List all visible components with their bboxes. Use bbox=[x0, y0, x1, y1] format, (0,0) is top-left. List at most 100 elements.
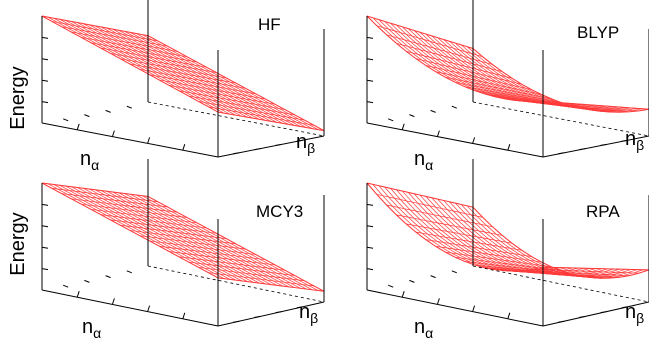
surface-grid-line bbox=[402, 190, 579, 274]
energy-tick bbox=[41, 268, 49, 271]
floor-tick bbox=[105, 109, 111, 113]
surface-grid-line bbox=[533, 101, 640, 112]
n-alpha-tick bbox=[76, 123, 80, 130]
surface-outline bbox=[366, 182, 649, 279]
n-beta-tick bbox=[254, 148, 261, 151]
energy-tick bbox=[41, 225, 49, 228]
surface-grid-line bbox=[118, 29, 295, 126]
surface-grid-line bbox=[466, 205, 644, 279]
n-beta-label: nβ bbox=[296, 131, 315, 156]
n-beta-tick bbox=[296, 139, 303, 142]
surface-grid-line bbox=[413, 193, 591, 275]
surface-grid-line bbox=[372, 17, 549, 103]
n-beta-tick bbox=[254, 315, 261, 318]
surface-grid-line bbox=[523, 270, 630, 276]
floor-tick bbox=[451, 270, 457, 274]
floor-tick bbox=[63, 118, 69, 122]
panel-title: HF bbox=[258, 15, 281, 34]
floor-tick bbox=[105, 275, 111, 279]
n-beta-tick bbox=[275, 311, 282, 314]
n-alpha-label: nα bbox=[414, 316, 433, 341]
panel-title: BLYP bbox=[577, 23, 619, 42]
energy-tick bbox=[41, 36, 49, 39]
floor-tick bbox=[84, 279, 90, 283]
n-alpha-tick bbox=[111, 130, 115, 137]
energy-surface bbox=[41, 15, 325, 132]
surface-grid-line bbox=[94, 25, 272, 122]
surface-grid-line bbox=[136, 33, 313, 129]
floor-tick bbox=[63, 284, 69, 288]
n-beta-tick bbox=[579, 315, 586, 318]
energy-tick bbox=[366, 101, 374, 104]
floor-tick bbox=[126, 105, 132, 109]
n-beta-label: nβ bbox=[625, 128, 644, 153]
panel-mcy3: Energy MCY3 nα nβ bbox=[7, 159, 325, 341]
axis-ticks bbox=[366, 203, 628, 323]
surface-grid-line bbox=[94, 189, 272, 285]
floor-tick bbox=[409, 279, 415, 283]
n-alpha-tick bbox=[401, 291, 405, 298]
surface-grid-line bbox=[106, 27, 283, 124]
energy-tick bbox=[366, 36, 374, 39]
axes-box bbox=[41, 0, 325, 158]
energy-tick bbox=[366, 246, 374, 249]
n-alpha-tick bbox=[111, 298, 115, 305]
energy-tick bbox=[366, 225, 374, 228]
energy-surface bbox=[41, 182, 325, 292]
energy-tick bbox=[366, 268, 374, 271]
n-alpha-label: nα bbox=[80, 148, 99, 173]
surface-grid-line bbox=[208, 272, 315, 287]
n-beta-tick bbox=[296, 306, 303, 309]
n-beta-tick bbox=[621, 306, 628, 309]
n-beta-tick bbox=[233, 152, 240, 155]
n-alpha-label: nα bbox=[414, 148, 433, 173]
energy-tick bbox=[366, 58, 374, 61]
surface-grid-line bbox=[460, 204, 638, 278]
energy-surface bbox=[366, 182, 649, 279]
axes-box bbox=[41, 159, 325, 327]
n-alpha-axis-line bbox=[366, 122, 544, 158]
floor-tick bbox=[388, 118, 394, 122]
hidden-back-edge bbox=[472, 265, 649, 303]
n-alpha-axis-line bbox=[41, 122, 219, 158]
n-alpha-tick bbox=[147, 305, 151, 312]
n-alpha-tick bbox=[182, 144, 186, 151]
energy-tick bbox=[41, 246, 49, 249]
floor-tick bbox=[126, 270, 132, 274]
n-beta-tick bbox=[233, 320, 240, 323]
n-alpha-tick bbox=[472, 137, 476, 144]
floor-tick bbox=[451, 105, 457, 109]
panel-blyp: BLYP nα nβ bbox=[366, 0, 649, 173]
energy-tick bbox=[41, 203, 49, 206]
n-beta-label: nβ bbox=[299, 301, 318, 326]
surface-grid-line bbox=[112, 28, 289, 125]
surface-grid-line bbox=[208, 106, 315, 126]
surface-grid-line bbox=[136, 194, 313, 291]
axis-ticks bbox=[41, 36, 303, 155]
energy-tick bbox=[41, 101, 49, 104]
n-beta-label: nβ bbox=[625, 301, 644, 326]
n-alpha-tick bbox=[436, 130, 440, 137]
n-beta-tick bbox=[558, 152, 565, 155]
n-alpha-tick bbox=[507, 144, 511, 151]
axis-ticks bbox=[41, 203, 303, 323]
surface-grid-line bbox=[378, 19, 555, 103]
surface-grid-line bbox=[100, 26, 278, 123]
n-alpha-axis-line bbox=[366, 289, 544, 327]
surface-grid-line bbox=[141, 34, 319, 130]
surface-grid-line bbox=[141, 195, 319, 291]
floor-tick bbox=[388, 284, 394, 288]
axis-ticks bbox=[366, 36, 628, 155]
surface-grid-line bbox=[198, 101, 305, 121]
n-alpha-tick bbox=[182, 312, 186, 319]
n-alpha-label: nα bbox=[82, 316, 101, 341]
surface-grid-line bbox=[124, 30, 301, 127]
n-alpha-tick bbox=[147, 137, 151, 144]
energy-tick bbox=[41, 58, 49, 61]
floor-tick bbox=[409, 114, 415, 118]
n-alpha-tick bbox=[436, 298, 440, 305]
surface-grid-line bbox=[396, 189, 573, 274]
n-beta-tick bbox=[621, 139, 628, 142]
energy-tick bbox=[41, 79, 49, 82]
